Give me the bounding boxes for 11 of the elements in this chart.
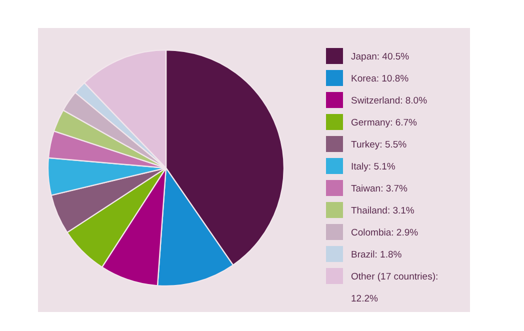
legend-label: Other (17 countries): 12.2%: [351, 272, 438, 304]
legend-label: Switzerland: 8.0%: [351, 96, 428, 106]
legend-label: Germany: 6.7%: [351, 118, 418, 128]
legend-label: Thailand: 3.1%: [351, 206, 415, 216]
legend-label: Turkey: 5.5%: [351, 140, 408, 150]
legend-label: Taiwan: 3.7%: [351, 184, 408, 194]
legend-label: Italy: 5.1%: [351, 162, 396, 172]
legend-label: Korea: 10.8%: [351, 74, 410, 84]
legend-label: Brazil: 1.8%: [351, 250, 402, 260]
legend-label: Japan: 40.5%: [351, 52, 410, 62]
legend-label: Colombia: 2.9%: [351, 228, 419, 238]
